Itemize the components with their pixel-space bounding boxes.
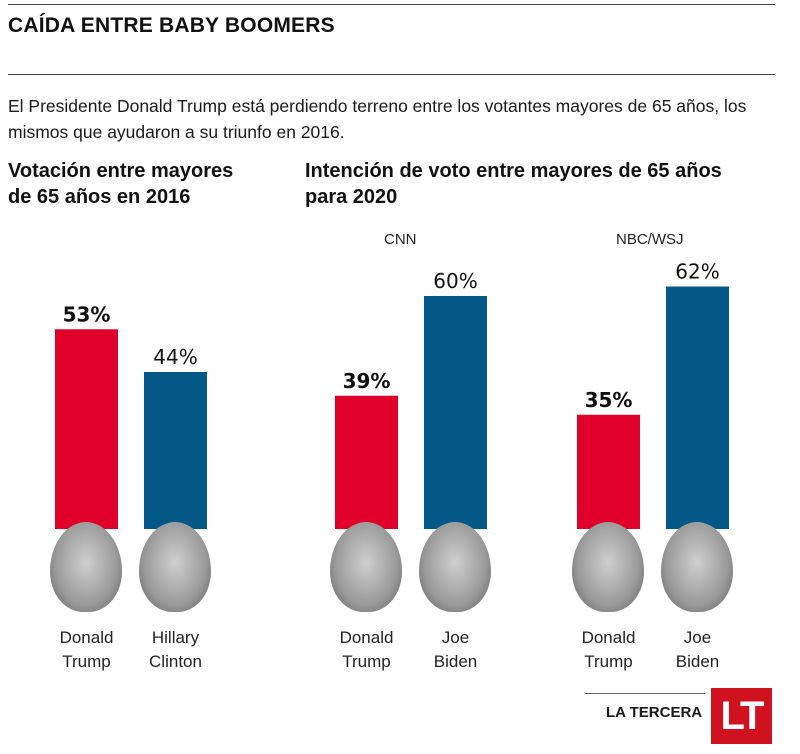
value-label: 62% [675, 260, 719, 284]
footer-rule [585, 693, 705, 694]
first-name: Donald [59, 628, 114, 647]
value-label: 44% [153, 345, 197, 369]
bar-donald-trump [577, 414, 640, 529]
candidate-name: Joe Biden [411, 626, 501, 674]
last-name: Biden [675, 652, 720, 671]
first-name: Joe [683, 628, 712, 647]
left-title-line2: de 65 años en 2016 [8, 186, 191, 208]
first-name: Donald [339, 628, 394, 647]
bar-joe-biden [666, 286, 729, 529]
first-name: Hillary [151, 628, 200, 647]
joe-biden-portrait [661, 522, 733, 612]
bar-hillary-clinton [144, 372, 207, 529]
right-chart-title: Intención de voto entre mayores de 65 añ… [305, 158, 722, 210]
right-title-line1: Intención de voto entre mayores de 65 añ… [305, 160, 722, 182]
candidate-name: Donald Trump [42, 626, 132, 674]
last-name: Trump [62, 652, 111, 671]
left-title-line1: Votación entre mayores [8, 160, 234, 182]
top-rule [8, 4, 775, 5]
left-chart-title: Votación entre mayores de 65 años en 201… [8, 158, 233, 210]
intro-text: El Presidente Donald Trump está perdiend… [8, 96, 747, 142]
value-label: 39% [343, 369, 391, 393]
brand-logo: LT [711, 688, 772, 744]
value-label: 53% [63, 302, 111, 326]
bar-joe-biden [424, 296, 487, 529]
donald-trump-portrait [50, 522, 122, 612]
last-name: Trump [342, 652, 391, 671]
candidate-name: Donald Trump [564, 626, 654, 674]
right-title-line2: para 2020 [305, 186, 398, 208]
bar-donald-trump [335, 395, 398, 529]
candidate-name: Joe Biden [653, 626, 743, 674]
source-label-nbc: NBC/WSJ [616, 231, 684, 248]
bar-donald-trump [55, 329, 118, 529]
value-label: 35% [585, 388, 633, 412]
brand-name: LA TERCERA [606, 704, 703, 721]
hillary-clinton-portrait [139, 522, 211, 612]
last-name: Clinton [149, 652, 202, 671]
candidate-name: Hillary Clinton [131, 626, 221, 674]
last-name: Trump [584, 652, 633, 671]
source-label-cnn: CNN [384, 231, 417, 248]
donald-trump-portrait [572, 522, 644, 612]
first-name: Joe [441, 628, 470, 647]
value-label: 60% [433, 269, 477, 293]
page-title: CAÍDA ENTRE BABY BOOMERS [8, 14, 335, 37]
first-name: Donald [581, 628, 636, 647]
last-name: Biden [433, 652, 478, 671]
title-rule [8, 74, 775, 75]
candidate-name: Donald Trump [322, 626, 412, 674]
joe-biden-portrait [419, 522, 491, 612]
donald-trump-portrait [330, 522, 402, 612]
